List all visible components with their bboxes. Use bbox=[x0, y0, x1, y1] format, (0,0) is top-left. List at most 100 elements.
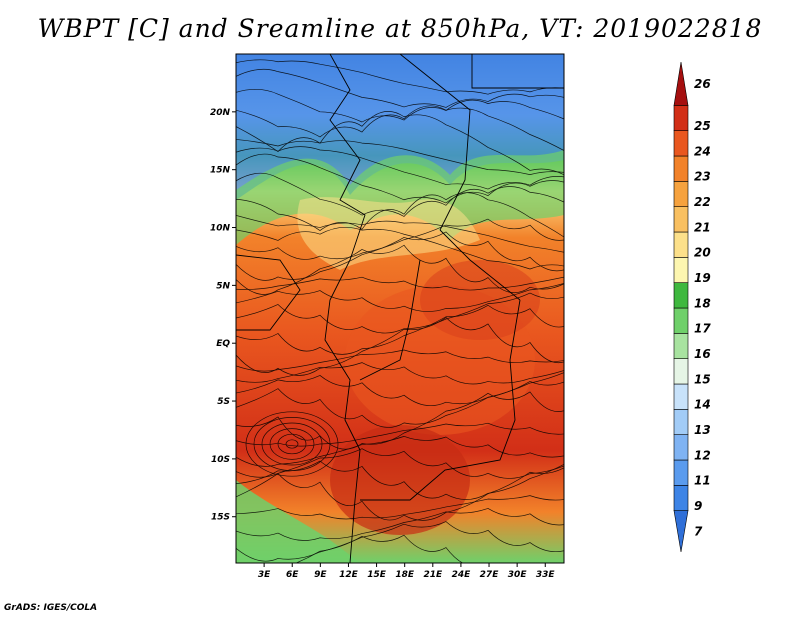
lat-tick-label: 15S bbox=[211, 513, 230, 523]
border-line bbox=[471, 54, 564, 89]
map-frame bbox=[235, 53, 565, 564]
lon-tick-label: 21E bbox=[423, 570, 443, 580]
credit-text: GrADS: IGES/COLA bbox=[4, 603, 98, 613]
map-title: WBPT [C] and Sreamline at 850hPa, VT: 20… bbox=[37, 14, 763, 43]
colorbar-top-arrow bbox=[673, 61, 689, 106]
colorbar-label: 15 bbox=[694, 372, 711, 386]
colorbar-swatch bbox=[673, 206, 689, 233]
lon-axis: 3E 6E 9E 12E 15E 18E 21E 24E 27E 30E 33E bbox=[258, 563, 555, 580]
colorbar-swatch bbox=[673, 485, 689, 511]
streamline bbox=[236, 495, 564, 520]
lon-tick-label: 24E bbox=[452, 570, 472, 580]
colorbar-swatch bbox=[673, 105, 689, 131]
colorbar-swatch bbox=[673, 383, 689, 410]
colorbar-swatch bbox=[673, 231, 689, 258]
border-line bbox=[324, 259, 361, 563]
border-line bbox=[399, 54, 471, 231]
lon-tick-label: 6E bbox=[286, 570, 299, 580]
streamline bbox=[236, 422, 564, 447]
streamline bbox=[236, 276, 564, 291]
colorbar-label: 20 bbox=[694, 246, 711, 260]
lat-tick-label: 5N bbox=[216, 281, 230, 291]
cool-region-southwest bbox=[236, 480, 360, 563]
colorbar-label: 11 bbox=[694, 474, 711, 488]
streamline bbox=[236, 362, 564, 385]
warm-core-east bbox=[420, 260, 540, 340]
streamline bbox=[236, 521, 564, 562]
lat-tick-label: 5S bbox=[217, 397, 230, 407]
colorbar-label: 17 bbox=[694, 322, 711, 336]
wbpt-map bbox=[236, 54, 564, 563]
colorbar-swatch bbox=[673, 282, 689, 309]
lat-tick-label: EQ bbox=[216, 339, 230, 349]
streamline-swirl bbox=[261, 422, 323, 466]
colorbar-swatch bbox=[673, 155, 689, 182]
colorbar-label: 14 bbox=[694, 398, 711, 412]
streamline bbox=[236, 153, 564, 204]
streamline bbox=[236, 139, 564, 175]
colorbar-swatch bbox=[673, 409, 689, 435]
streamline bbox=[236, 59, 564, 95]
streamline bbox=[236, 226, 564, 270]
colorbar-swatch bbox=[673, 459, 689, 486]
lon-tick-label: 12E bbox=[339, 570, 359, 580]
streamline-swirl bbox=[285, 439, 299, 449]
lat-axis: 20N 15N 10N 5N EQ 5S 10S 15S bbox=[210, 108, 236, 523]
streamline bbox=[236, 448, 564, 479]
colorbar-label: 13 bbox=[694, 423, 711, 437]
colorbar-label: 16 bbox=[694, 347, 711, 361]
lon-tick-label: 30E bbox=[508, 570, 528, 580]
streamline bbox=[236, 146, 564, 190]
streamline bbox=[236, 381, 564, 428]
colorbar-swatch bbox=[673, 333, 689, 359]
streamline-swirl bbox=[253, 417, 331, 471]
lon-tick-label: 15E bbox=[367, 570, 387, 580]
streamline bbox=[236, 68, 564, 108]
colorbar-swatch bbox=[673, 130, 689, 157]
warm-core-south bbox=[330, 425, 470, 535]
streamline bbox=[236, 282, 564, 312]
streamline bbox=[236, 349, 564, 372]
streamline-swirl bbox=[245, 411, 339, 477]
coastline bbox=[236, 254, 301, 331]
streamline bbox=[236, 105, 564, 151]
lat-tick-label: 10N bbox=[210, 224, 231, 234]
streamline bbox=[236, 192, 564, 238]
lon-tick-label: 3E bbox=[258, 570, 271, 580]
colorbar-label: 7 bbox=[694, 524, 703, 538]
colorbar-swatch bbox=[673, 358, 689, 385]
streamline bbox=[236, 534, 564, 563]
streamline bbox=[236, 88, 564, 123]
colorbar-label: 9 bbox=[694, 499, 702, 513]
colorbar-label: 22 bbox=[694, 195, 711, 209]
lon-tick-label: 27E bbox=[480, 570, 500, 580]
border-line bbox=[439, 229, 521, 301]
streamline bbox=[236, 172, 564, 217]
transition-band bbox=[297, 197, 480, 270]
colorbar-swatch bbox=[673, 257, 689, 283]
colorbar-label: 21 bbox=[694, 220, 711, 234]
colorbar-label: 25 bbox=[694, 119, 711, 133]
lon-tick-label: 18E bbox=[395, 570, 415, 580]
colorbar-swatch bbox=[673, 434, 689, 461]
streamline bbox=[236, 244, 564, 295]
country-borders bbox=[236, 54, 564, 563]
lat-tick-label: 20N bbox=[210, 108, 231, 118]
border-line bbox=[329, 54, 366, 261]
colorbar-label: 18 bbox=[694, 296, 711, 310]
streamline bbox=[236, 467, 564, 521]
streamline bbox=[236, 218, 564, 260]
colorbar-label: 24 bbox=[694, 144, 711, 158]
colorbar-label: 12 bbox=[694, 448, 711, 462]
streamline bbox=[236, 317, 564, 376]
colorbar-label: 23 bbox=[694, 170, 711, 184]
streamline bbox=[236, 231, 564, 281]
colorbar-label: 26 bbox=[694, 77, 711, 91]
colorbar-swatch bbox=[673, 307, 689, 334]
colorbar-swatch bbox=[673, 181, 689, 207]
streamline bbox=[236, 215, 564, 253]
streamlines bbox=[236, 59, 564, 563]
streamline-swirl bbox=[277, 433, 307, 455]
colorbar-bottom-arrow bbox=[673, 510, 689, 553]
